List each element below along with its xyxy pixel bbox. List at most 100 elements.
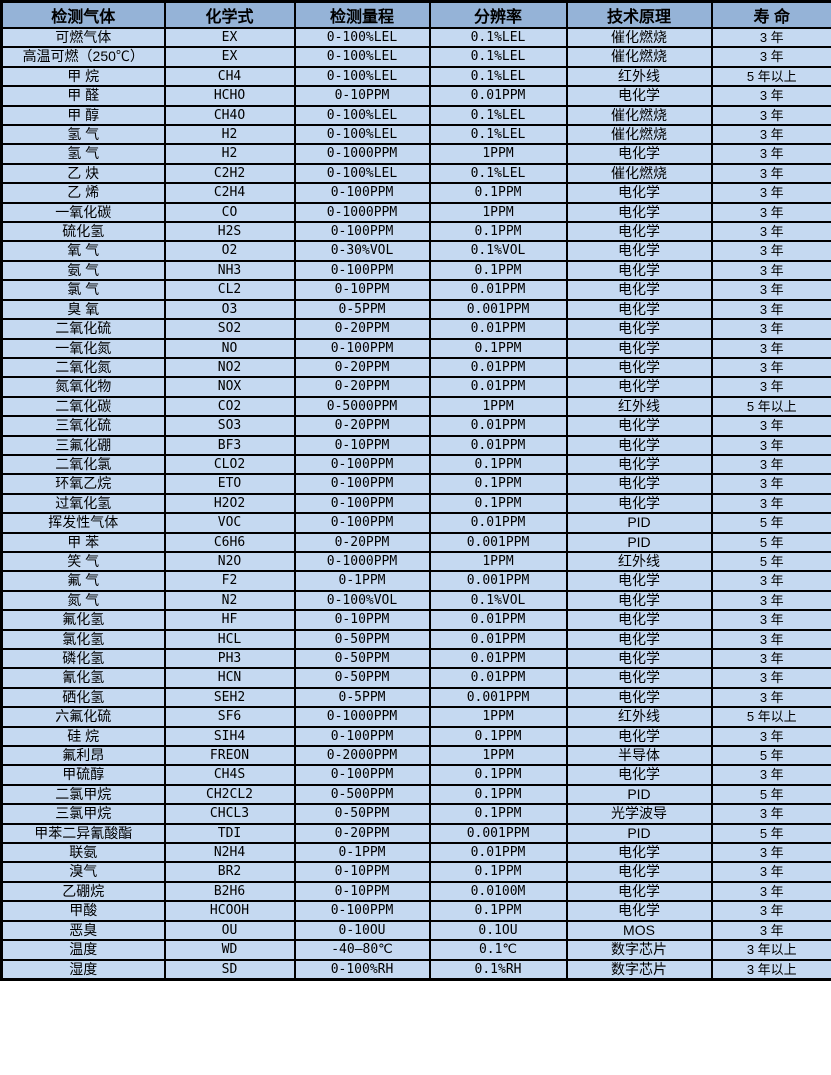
- table-cell: 催化燃烧: [565, 26, 713, 49]
- table-cell: 0.01PPM: [428, 434, 568, 456]
- table-cell: 3 年: [710, 337, 831, 359]
- table-cell: 0.1℃: [428, 939, 568, 961]
- table-cell: SD: [163, 958, 296, 981]
- table-cell: 半导体: [565, 745, 713, 767]
- table-cell: 3 年: [710, 686, 831, 709]
- table-cell: 氧 气: [0, 240, 166, 262]
- table-cell: H2S: [163, 221, 296, 243]
- table-cell: NO2: [163, 356, 296, 379]
- table-cell: H2: [163, 143, 296, 165]
- table-cell: HF: [163, 609, 296, 631]
- table-cell: 0-10PPM: [293, 279, 431, 301]
- table-cell: 0-50PPM: [293, 667, 431, 689]
- table-cell: 0.01PPM: [428, 356, 568, 379]
- table-cell: 可燃气体: [0, 26, 166, 49]
- table-cell: 0-100PPM: [293, 182, 431, 204]
- table-cell: 0-100%LEL: [293, 162, 431, 185]
- table-cell: 电化学: [565, 318, 713, 340]
- table-cell: PID: [565, 783, 713, 806]
- table-row: 甲 苯 C6H6 0-20PPM 0.001PPM PID 5 年: [0, 531, 831, 553]
- table-cell: 0-1000PPM: [293, 706, 431, 728]
- table-cell: 二氯甲烷: [0, 783, 166, 806]
- table-row: 二氧化氯 CLO2 0-100PPM 0.1PPM 电化学 3 年: [0, 453, 831, 476]
- table-row: 六氟化硫 SF6 0-1000PPM 1PPM 红外线 5 年以上: [0, 706, 831, 728]
- table-cell: 5 年: [710, 745, 831, 767]
- table-cell: 氢 气: [0, 124, 166, 146]
- table-row: 甲硫醇 CH4S 0-100PPM 0.1PPM 电化学 3 年: [0, 764, 831, 786]
- table-row: 乙硼烷 B2H6 0-10PPM 0.0100M 电化学 3 年: [0, 880, 831, 903]
- table-cell: 湿度: [0, 958, 166, 981]
- table-cell: 硒化氢: [0, 686, 166, 709]
- table-cell: 3 年: [710, 201, 831, 224]
- table-cell: 0.1PPM: [428, 900, 568, 922]
- table-cell: 0.1%LEL: [428, 46, 568, 68]
- table-cell: 挥发性气体: [0, 512, 166, 534]
- table-cell: 0-20PPM: [293, 356, 431, 379]
- table-cell: 甲苯二异氰酸酯: [0, 822, 166, 845]
- table-cell: 氯 气: [0, 279, 166, 301]
- table-cell: CH4O: [163, 104, 296, 127]
- table-cell: 3 年: [710, 356, 831, 379]
- table-row: 硒化氢 SEH2 0-5PPM 0.001PPM 电化学 3 年: [0, 686, 831, 709]
- table-cell: 红外线: [565, 395, 713, 418]
- table-cell: 3 年: [710, 124, 831, 146]
- table-row: 氮氧化物 NOX 0-20PPM 0.01PPM 电化学 3 年: [0, 376, 831, 398]
- table-cell: TDI: [163, 822, 296, 845]
- table-cell: 电化学: [565, 415, 713, 437]
- table-cell: 0-500PPM: [293, 783, 431, 806]
- table-cell: 二氧化氮: [0, 356, 166, 379]
- table-cell: 电化学: [565, 182, 713, 204]
- table-cell: 0.0100M: [428, 880, 568, 903]
- table-cell: 甲硫醇: [0, 764, 166, 786]
- table-row: 可燃气体 EX 0-100%LEL 0.1%LEL 催化燃烧 3 年: [0, 26, 831, 49]
- table-row: 甲 醇 CH4O 0-100%LEL 0.1%LEL 催化燃烧 3 年: [0, 104, 831, 127]
- table-cell: 三氯甲烷: [0, 803, 166, 825]
- table-row: 氟化氢 HF 0-10PPM 0.01PPM 电化学 3 年: [0, 609, 831, 631]
- table-cell: SO2: [163, 318, 296, 340]
- table-row: 氯 气 CL2 0-10PPM 0.01PPM 电化学 3 年: [0, 279, 831, 301]
- table-cell: 0-50PPM: [293, 647, 431, 670]
- table-cell: 0.01PPM: [428, 318, 568, 340]
- table-row: 二氧化碳 CO2 0-5000PPM 1PPM 红外线 5 年以上: [0, 395, 831, 418]
- table-cell: 红外线: [565, 706, 713, 728]
- table-cell: 电化学: [565, 647, 713, 670]
- table-cell: 硅 烷: [0, 725, 166, 748]
- table-cell: 3 年: [710, 453, 831, 476]
- table-row: 甲苯二异氰酸酯 TDI 0-20PPM 0.001PPM PID 5 年: [0, 822, 831, 845]
- table-cell: 3 年: [710, 85, 831, 107]
- table-cell: 溴气: [0, 861, 166, 883]
- table-cell: 二氧化硫: [0, 318, 166, 340]
- table-cell: HCL: [163, 628, 296, 651]
- table-cell: NOX: [163, 376, 296, 398]
- table-cell: 环氧乙烷: [0, 473, 166, 495]
- table-cell: 0-10PPM: [293, 85, 431, 107]
- table-cell: 0-20PPM: [293, 376, 431, 398]
- table-cell: 5 年: [710, 550, 831, 573]
- table-cell: 催化燃烧: [565, 46, 713, 68]
- table-cell: 0-10PPM: [293, 861, 431, 883]
- table-cell: 电化学: [565, 376, 713, 398]
- table-row: 二氧化硫 SO2 0-20PPM 0.01PPM 电化学 3 年: [0, 318, 831, 340]
- table-cell: MOS: [565, 919, 713, 942]
- table-cell: 3 年: [710, 298, 831, 321]
- table-cell: BF3: [163, 434, 296, 456]
- table-cell: 0.1PPM: [428, 182, 568, 204]
- table-cell: SEH2: [163, 686, 296, 709]
- table-cell: 催化燃烧: [565, 124, 713, 146]
- table-cell: N2H4: [163, 842, 296, 864]
- table-cell: C6H6: [163, 531, 296, 553]
- table-cell: 电化学: [565, 473, 713, 495]
- table-row: 甲 烷 CH4 0-100%LEL 0.1%LEL 红外线 5 年以上: [0, 65, 831, 88]
- table-row: 温度 WD -40—80℃ 0.1℃ 数字芯片 3 年以上: [0, 939, 831, 961]
- table-cell: 0-50PPM: [293, 803, 431, 825]
- table-cell: 电化学: [565, 842, 713, 864]
- table-cell: 0-1PPM: [293, 570, 431, 592]
- table-cell: 甲 醇: [0, 104, 166, 127]
- table-body: 可燃气体 EX 0-100%LEL 0.1%LEL 催化燃烧 3 年高温可燃（250℃） E…: [0, 26, 831, 981]
- table-cell: 臭 氧: [0, 298, 166, 321]
- table-row: 氢 气 H2 0-1000PPM 1PPM 电化学 3 年: [0, 143, 831, 165]
- header-row: 检测气体 化学式 检测量程 分辨率 技术原理寿 命: [0, 0, 831, 29]
- table-cell: 0.01PPM: [428, 609, 568, 631]
- table-cell: CHCL3: [163, 803, 296, 825]
- table-row: 过氧化氢 H2O2 0-100PPM 0.1PPM 电化学 3 年: [0, 492, 831, 515]
